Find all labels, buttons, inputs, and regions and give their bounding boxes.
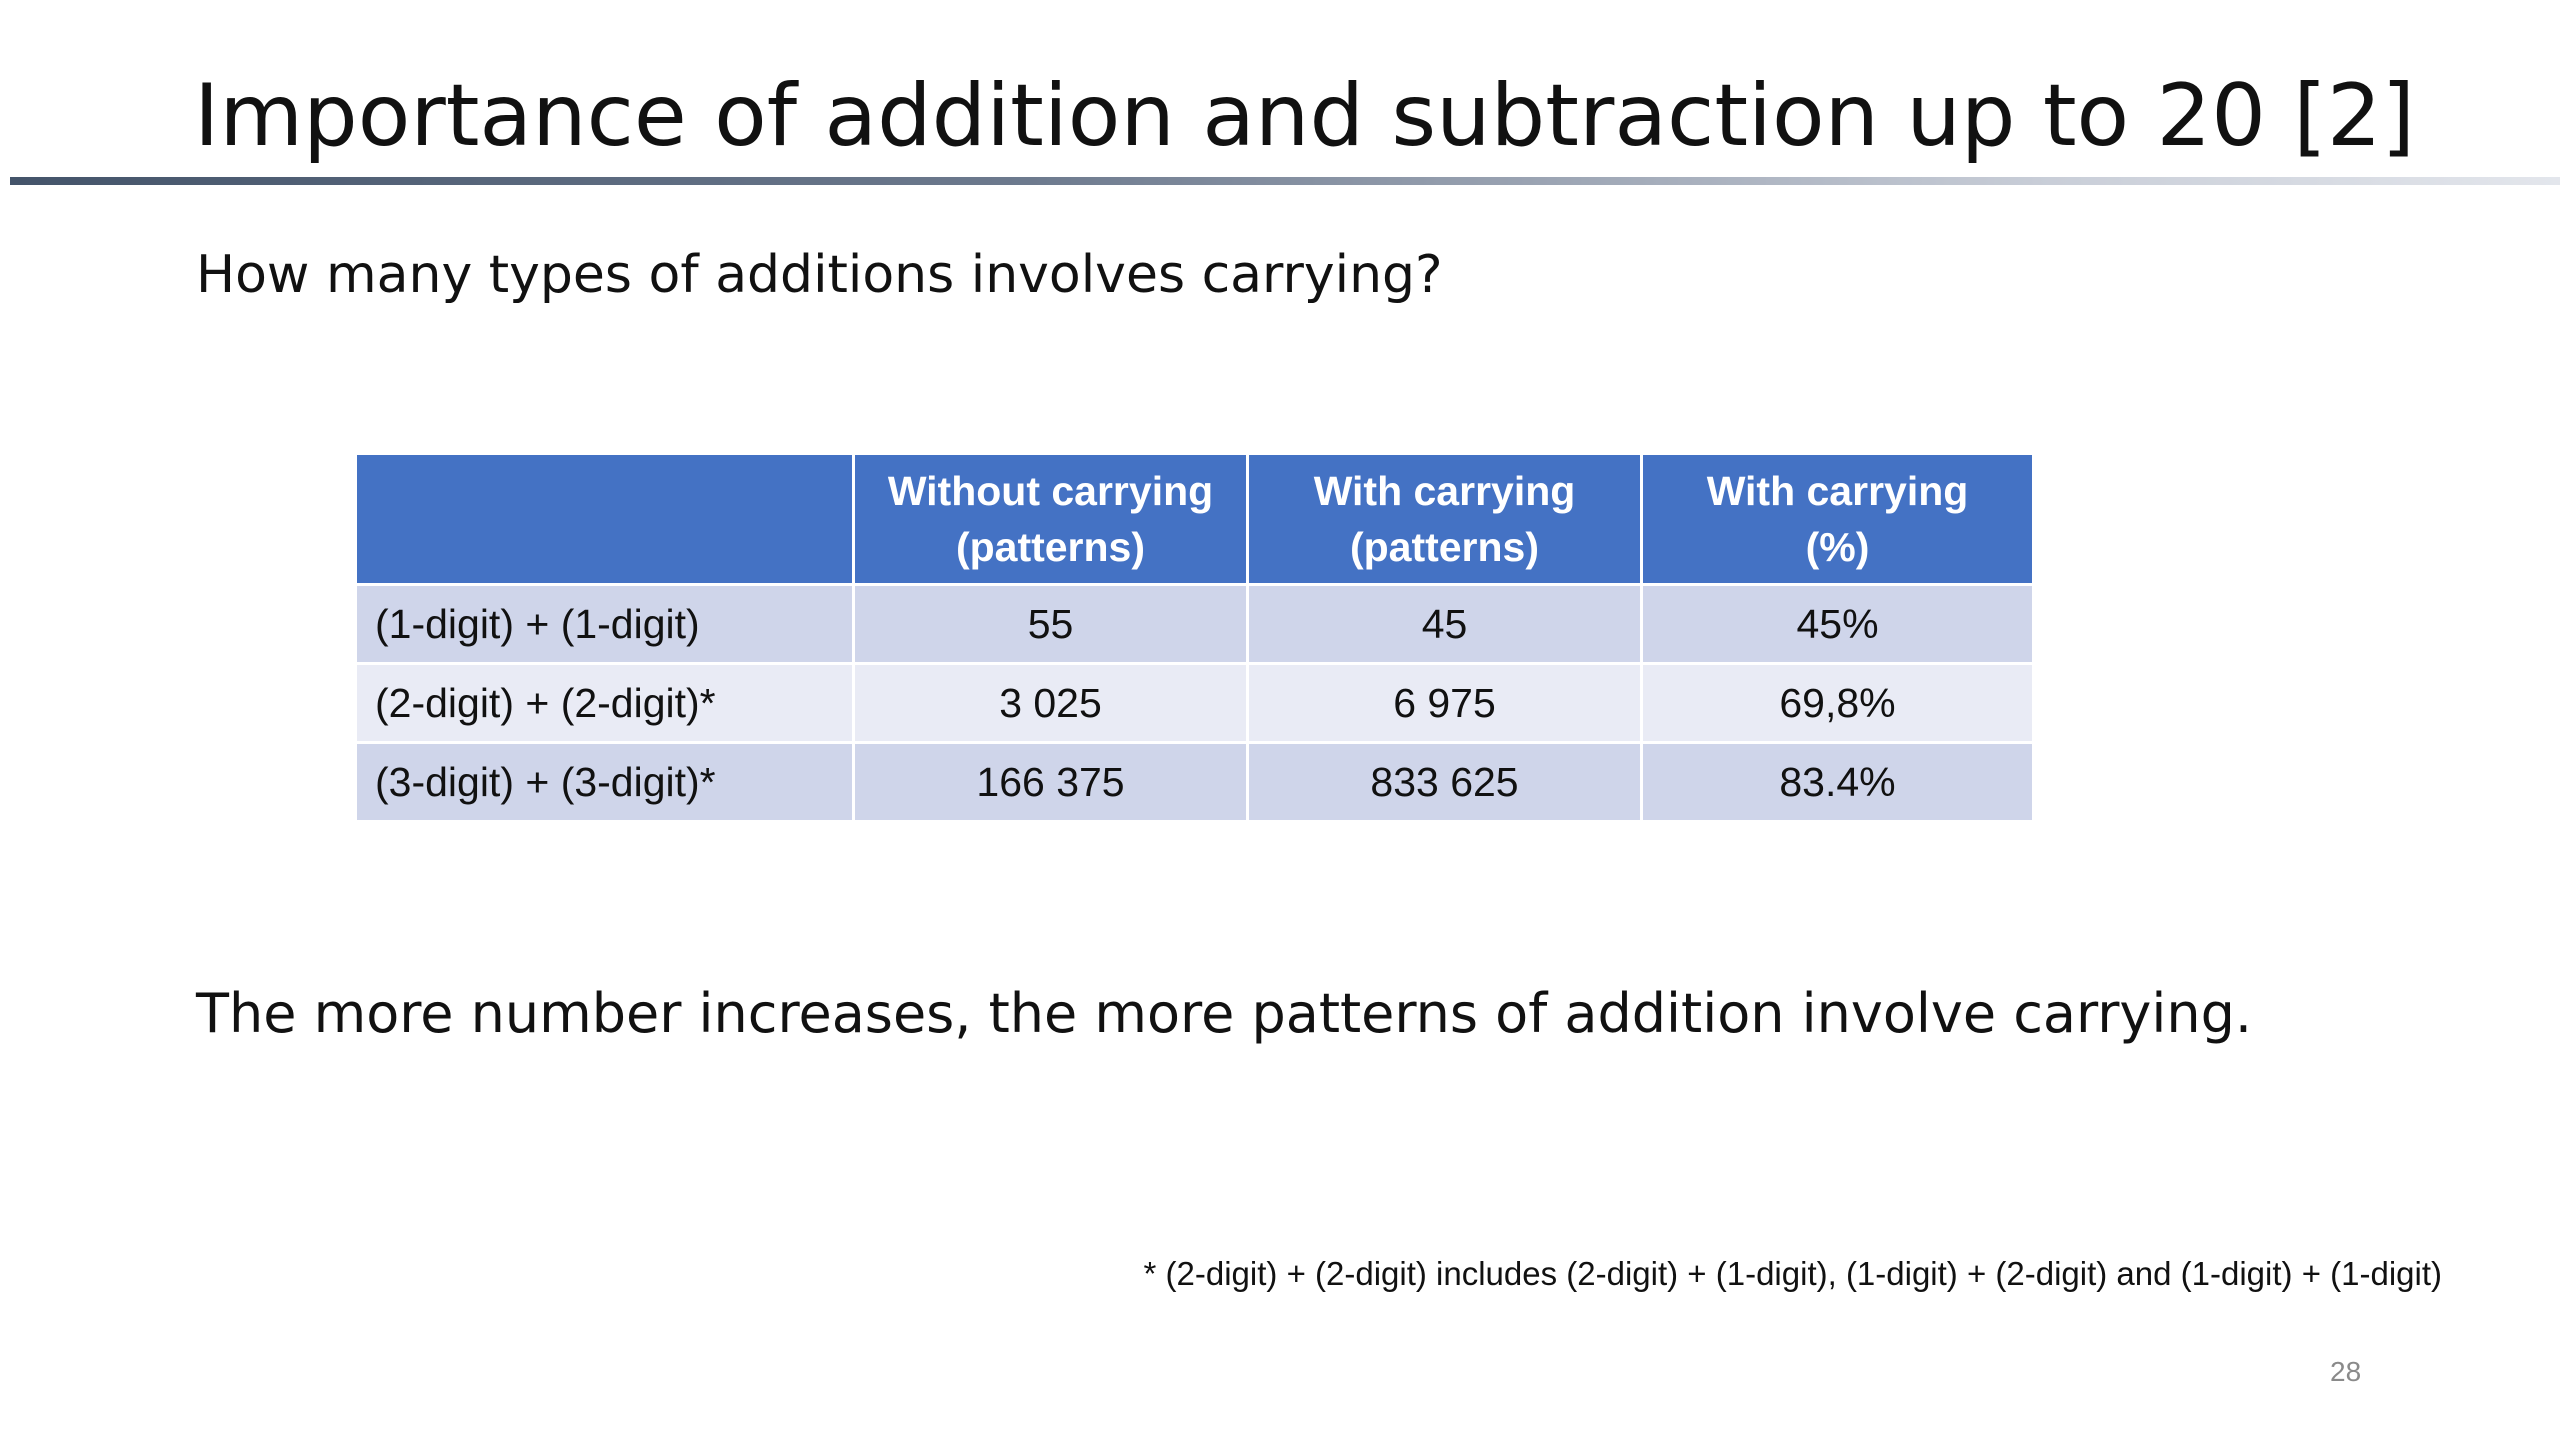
table-cell: 45	[1246, 583, 1643, 665]
page-number: 28	[2330, 1356, 2362, 1387]
row-label: (2-digit) + (2-digit)*	[354, 662, 855, 744]
table-cell: 55	[852, 583, 1249, 665]
table-row: (3-digit) + (3-digit)* 166 375 833 625 83.4…	[354, 741, 2035, 823]
question: How many types of additions involves car…	[196, 245, 1443, 305]
table-cell: 3 025	[852, 662, 1249, 744]
slide-title: Importance of addition and subtraction u…	[194, 66, 2416, 166]
header-cell: Without carrying (patterns)	[852, 452, 1249, 586]
table-cell: 166 375	[852, 741, 1249, 823]
header-cell: With carrying (patterns)	[1246, 452, 1643, 586]
footnote: * (2-digit) + (2-digit) includes (2-digi…	[1143, 1255, 2442, 1292]
title-rule	[10, 177, 2560, 185]
row-label: (1-digit) + (1-digit)	[354, 583, 855, 665]
table-cell: 83.4%	[1640, 741, 2035, 823]
table-cell: 45%	[1640, 583, 2035, 665]
header-row: Without carrying (patterns) With carrying…	[354, 452, 2035, 586]
header-cell: With carrying (%)	[1640, 452, 2035, 586]
header-cell	[354, 452, 855, 586]
data-table: Without carrying (patterns) With carrying…	[354, 452, 2035, 823]
table-row: (1-digit) + (1-digit) 55 45 45%	[354, 583, 2035, 665]
table-cell: 69,8%	[1640, 662, 2035, 744]
table-row: (2-digit) + (2-digit)* 3 025 6 975 69,8%	[354, 662, 2035, 744]
table-cell: 833 625	[1246, 741, 1643, 823]
conclusion: The more number increases, the more patt…	[196, 982, 2253, 1045]
table-cell: 6 975	[1246, 662, 1643, 744]
row-label: (3-digit) + (3-digit)*	[354, 741, 855, 823]
